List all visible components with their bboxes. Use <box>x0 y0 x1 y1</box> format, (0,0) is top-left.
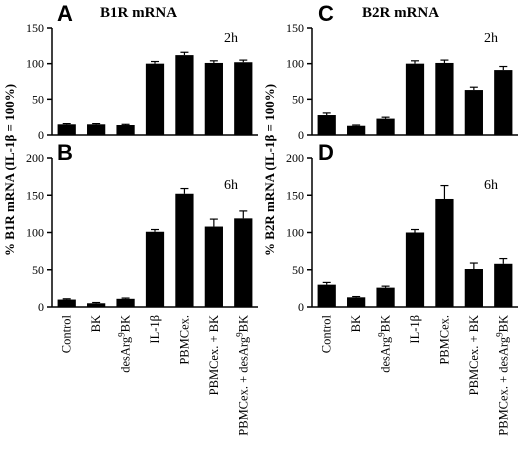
category-label: desArg9BK <box>117 315 133 373</box>
y-tick-label: 100 <box>26 226 44 240</box>
y-axis-label-left: % B1R mRNA (IL-1β = 100%) <box>2 84 17 256</box>
bar <box>87 303 106 307</box>
bar <box>145 63 165 135</box>
bar <box>116 298 135 307</box>
column-title-b1r: B1R mRNA <box>100 5 177 21</box>
y-tick-label: 0 <box>38 300 44 314</box>
y-tick-label: 100 <box>26 57 44 71</box>
y-tick-label: 150 <box>286 21 304 35</box>
category-label: IL-1β <box>408 315 422 344</box>
panel-letter: D <box>318 140 334 165</box>
panel-d: D 6h 0 50 100 150 200 Control BK desArg9BK IL-1β PB… <box>286 140 518 436</box>
bar <box>116 125 135 135</box>
bar <box>435 198 454 307</box>
bar <box>145 231 165 307</box>
y-tick-label: 150 <box>286 188 304 202</box>
y-tick-label: 50 <box>32 92 44 106</box>
y-tick-label: 0 <box>298 300 304 314</box>
category-label: PBMCex. + desArg9BK <box>234 315 250 436</box>
bar <box>347 297 366 307</box>
category-label: PBMCex. <box>177 315 191 365</box>
y-tick-label: 150 <box>26 21 44 35</box>
column-title-b2r: B2R mRNA <box>362 5 439 21</box>
bar <box>57 299 76 307</box>
y-tick-label: 0 <box>298 128 304 142</box>
bar <box>405 232 425 307</box>
y-tick-label: 200 <box>286 151 304 165</box>
bar <box>234 62 253 135</box>
category-label: BK <box>89 315 103 332</box>
panel-a: A 2h 0 50 100 150 <box>26 1 258 142</box>
bar <box>376 118 395 135</box>
category-label: PBMCex. + BK <box>467 315 481 395</box>
bar <box>317 284 336 307</box>
bar <box>347 125 366 135</box>
time-label: 2h <box>484 31 498 46</box>
panel-letter: B <box>57 140 73 165</box>
bar <box>175 55 194 135</box>
bar <box>317 115 336 135</box>
panel-c: C 2h 0 50 100 150 <box>286 1 518 142</box>
category-label: PBMCex. <box>437 315 451 365</box>
bar <box>494 70 513 135</box>
bar <box>175 193 194 307</box>
y-tick-label: 200 <box>26 151 44 165</box>
panel-b: B 6h 0 50 100 150 200 Control BK desArg9BK IL-1β PB… <box>26 140 258 436</box>
bar <box>494 263 513 307</box>
panel-letter: A <box>57 1 73 26</box>
bar <box>376 287 395 307</box>
category-label: desArg9BK <box>377 315 393 373</box>
category-label: PBMCex. + BK <box>207 315 221 395</box>
bar <box>87 124 106 135</box>
category-label: PBMCex. + desArg9BK <box>494 315 510 436</box>
panels: A 2h 0 50 100 150 B 6h 0 50 100 150 200 Control BK desA… <box>26 1 518 436</box>
bar <box>464 90 483 135</box>
bar <box>57 124 76 135</box>
bar <box>435 62 454 135</box>
bar <box>204 62 223 135</box>
y-tick-label: 50 <box>292 92 304 106</box>
panel-letter: C <box>318 1 334 26</box>
time-label: 6h <box>224 178 238 193</box>
bar <box>234 218 253 307</box>
bar <box>464 269 483 307</box>
y-tick-label: 50 <box>292 263 304 277</box>
category-label: Control <box>320 314 334 353</box>
y-tick-label: 50 <box>32 263 44 277</box>
category-label: Control <box>60 314 74 353</box>
y-tick-label: 150 <box>26 188 44 202</box>
time-label: 6h <box>484 178 498 193</box>
category-label: IL-1β <box>148 315 162 344</box>
bar <box>405 63 425 135</box>
y-tick-label: 100 <box>286 226 304 240</box>
category-label: BK <box>349 315 363 332</box>
y-axis-label-right: % B2R mRNA (IL-1β = 100%) <box>262 84 277 256</box>
y-tick-label: 0 <box>38 128 44 142</box>
y-tick-label: 100 <box>286 57 304 71</box>
time-label: 2h <box>224 31 238 46</box>
bar <box>204 226 223 307</box>
